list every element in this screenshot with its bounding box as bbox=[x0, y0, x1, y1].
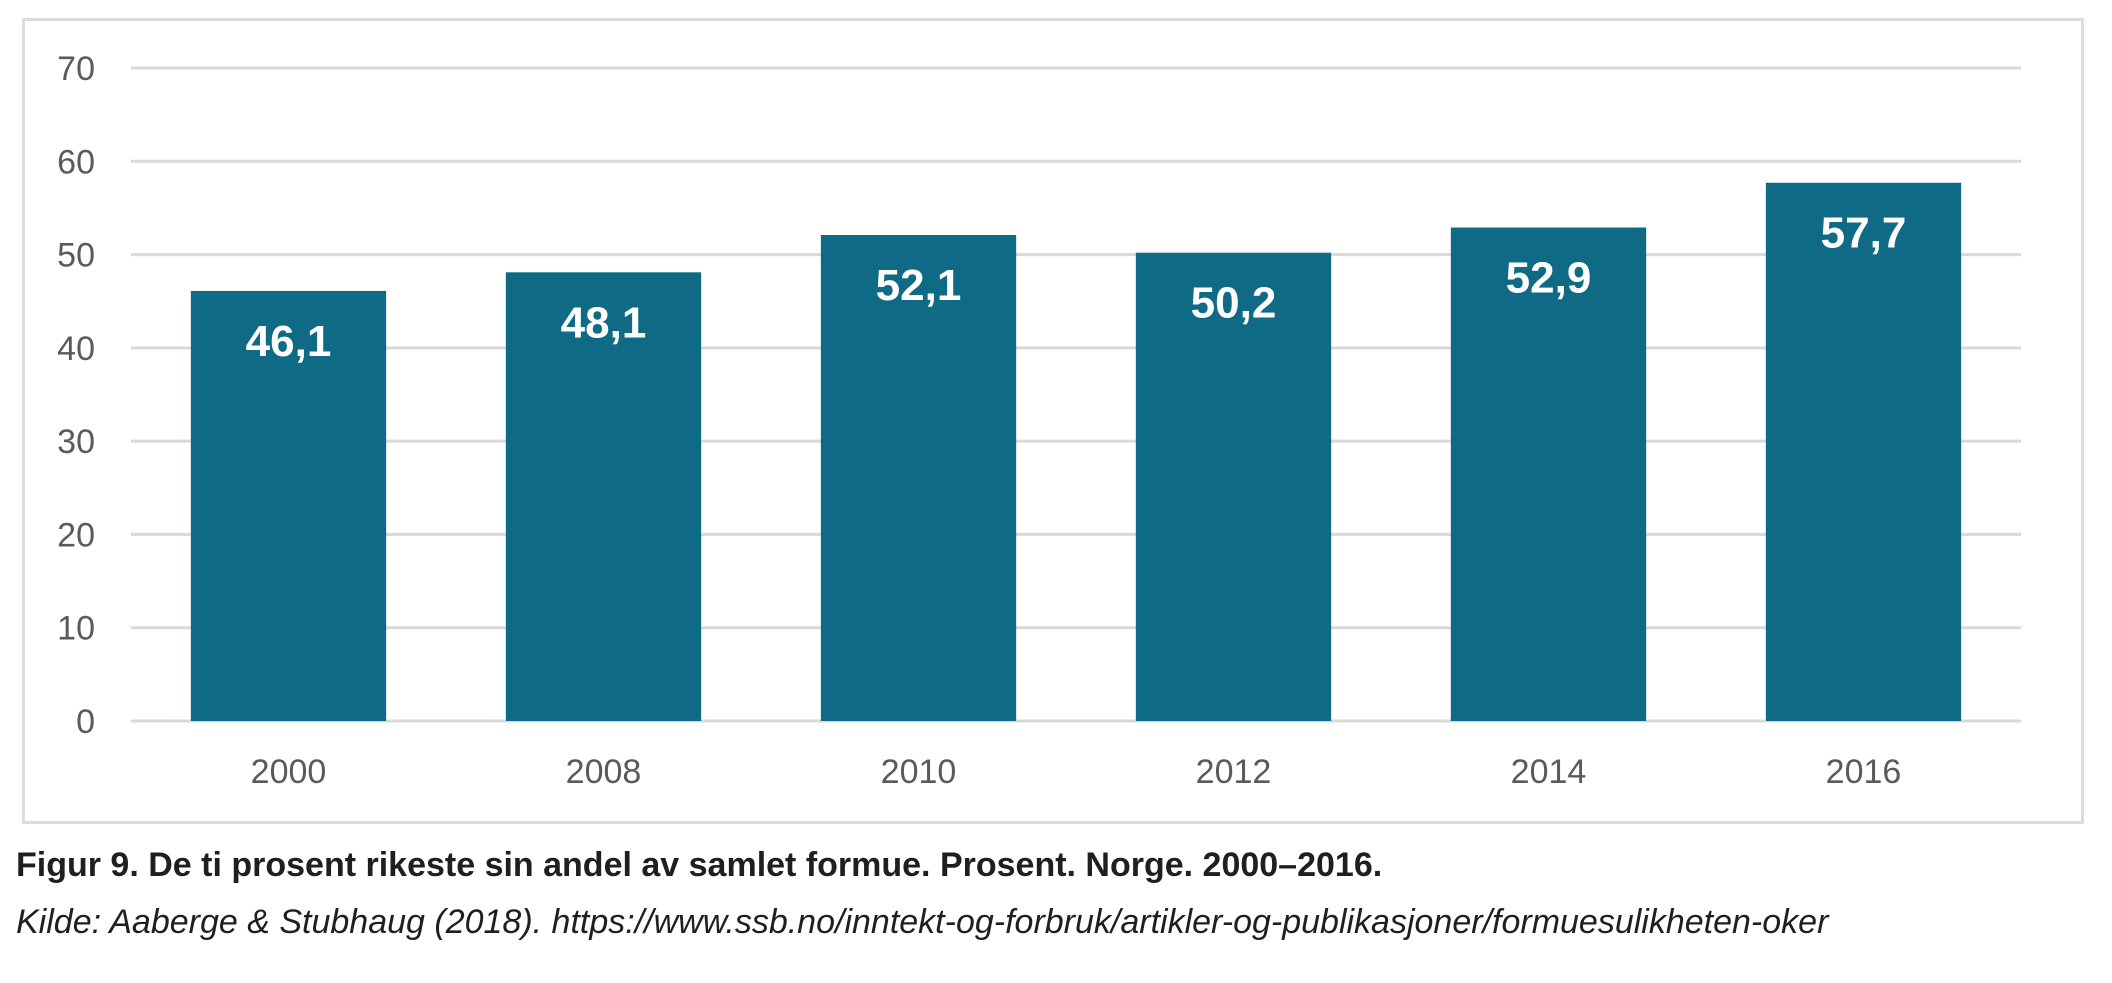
bar-2000 bbox=[190, 290, 387, 721]
data-label-2010: 52,1 bbox=[876, 261, 962, 310]
x-tick-label-2014: 2014 bbox=[1511, 753, 1587, 791]
figure-caption: Figur 9. De ti prosent rikeste sin andel… bbox=[16, 846, 1383, 884]
x-tick-label-2008: 2008 bbox=[566, 753, 642, 791]
x-tick-label-2010: 2010 bbox=[881, 753, 957, 791]
y-tick-label-60: 60 bbox=[57, 143, 95, 181]
x-tick-label-2012: 2012 bbox=[1196, 753, 1272, 791]
data-label-2008: 48,1 bbox=[561, 298, 647, 347]
data-label-2012: 50,2 bbox=[1191, 279, 1277, 328]
bar-2014 bbox=[1450, 227, 1647, 722]
y-tick-label-40: 40 bbox=[57, 330, 95, 368]
chart-frame: 0 10 20 30 40 50 60 70 46,1 2000 48,1 2008 52,1 2010 5… bbox=[22, 18, 2084, 824]
bar-2012 bbox=[1135, 252, 1332, 721]
source-caption: Kilde: Aaberge & Stubhaug (2018). https:… bbox=[16, 903, 1829, 941]
x-tick-label-2000: 2000 bbox=[251, 753, 327, 791]
bar-2008 bbox=[505, 272, 702, 721]
data-label-2000: 46,1 bbox=[246, 317, 332, 366]
data-label-2016: 57,7 bbox=[1821, 209, 1907, 258]
bar-2010 bbox=[820, 234, 1017, 721]
bar-chart: 0 10 20 30 40 50 60 70 46,1 2000 48,1 2008 52,1 2010 5… bbox=[57, 50, 2021, 791]
y-tick-label-0: 0 bbox=[76, 703, 95, 741]
y-tick-label-30: 30 bbox=[57, 423, 95, 461]
y-tick-label-10: 10 bbox=[57, 610, 95, 648]
y-tick-label-20: 20 bbox=[57, 516, 95, 554]
y-tick-label-70: 70 bbox=[57, 50, 95, 88]
x-tick-label-2016: 2016 bbox=[1826, 753, 1902, 791]
bar-2016 bbox=[1765, 182, 1962, 721]
data-label-2014: 52,9 bbox=[1506, 254, 1592, 303]
y-tick-label-50: 50 bbox=[57, 237, 95, 275]
